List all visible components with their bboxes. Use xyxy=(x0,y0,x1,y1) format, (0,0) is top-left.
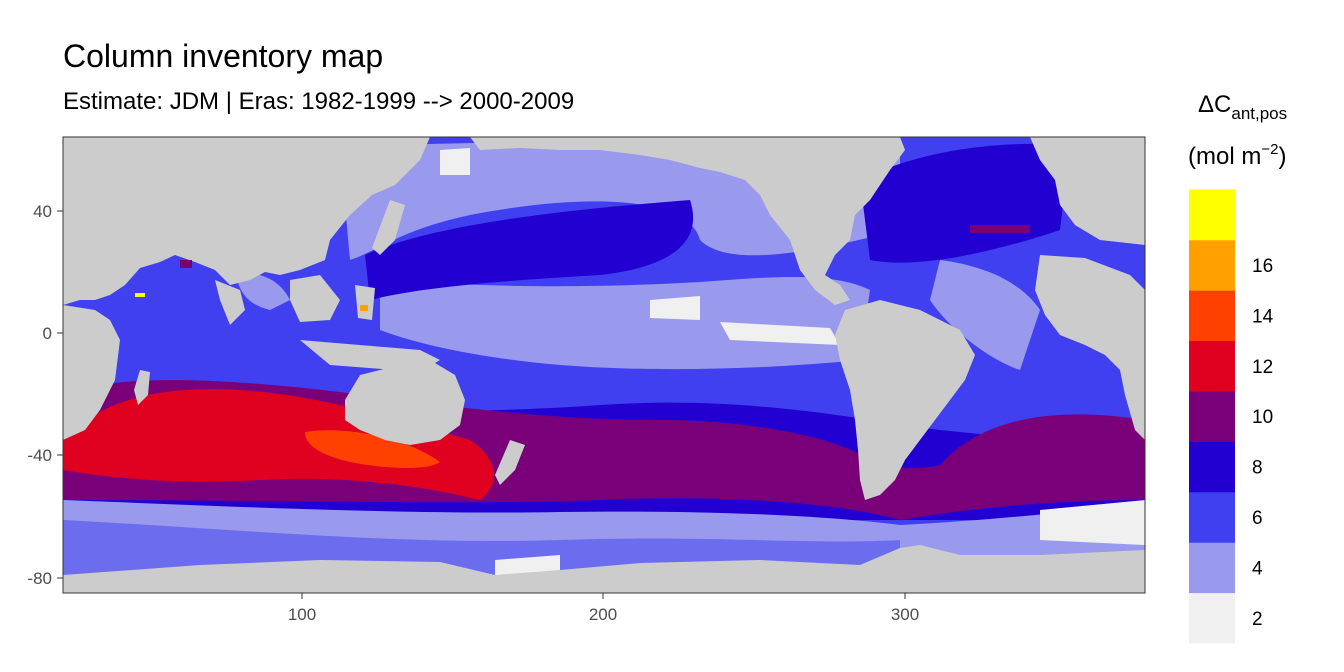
legend-title-sub: ant,pos xyxy=(1231,104,1287,123)
land-australia xyxy=(345,360,465,445)
land xyxy=(63,137,1145,593)
map-panel-border xyxy=(62,136,1146,594)
patch-weddell-white xyxy=(1040,500,1145,545)
y-tick-label: 0 xyxy=(43,324,52,343)
land-africa-east xyxy=(1035,255,1145,440)
legend-title-main: ΔC xyxy=(1198,91,1231,118)
patch-okhotsk-white xyxy=(440,148,470,175)
legend-label: 14 xyxy=(1252,306,1274,327)
land-new-zealand xyxy=(495,440,525,485)
hotspot-red-sea xyxy=(135,293,145,297)
legend-swatch xyxy=(1189,290,1235,342)
legend-unit-close: ) xyxy=(1278,143,1286,170)
land-indochina xyxy=(290,275,340,322)
map-subtitle: Estimate: JDM | Eras: 1982-1999 --> 2000… xyxy=(63,88,575,115)
y-tick-label: -80 xyxy=(27,569,52,588)
legend-label: 6 xyxy=(1252,508,1263,529)
y-axis: 40 0 -40 -80 xyxy=(27,202,63,588)
band-equatorial-pacific-light xyxy=(380,277,870,370)
legend-swatch xyxy=(1189,542,1235,594)
patch-equatorial-white xyxy=(720,322,840,345)
legend-title: ΔCant,pos xyxy=(1198,91,1287,123)
legend-swatch xyxy=(1189,239,1235,291)
legend-label: 10 xyxy=(1252,407,1273,428)
legend-label: 4 xyxy=(1252,558,1263,579)
legend-label: 16 xyxy=(1252,256,1273,277)
band-indian-14 xyxy=(305,430,440,468)
legend-label: 8 xyxy=(1252,458,1263,479)
map-panel xyxy=(63,137,1145,593)
x-tick-label: 200 xyxy=(589,605,617,624)
land-antarctica xyxy=(63,545,1145,593)
band-bay-light xyxy=(236,273,290,310)
patch-mediterranean xyxy=(970,225,1030,233)
legend-unit-exp: −2 xyxy=(1261,141,1278,158)
legend-swatch xyxy=(1189,441,1235,493)
patch-east-pacific-white xyxy=(650,296,700,320)
land-eurasia xyxy=(63,137,430,305)
land-madagascar xyxy=(134,370,150,405)
legend-swatch xyxy=(1189,340,1235,392)
legend-swatch xyxy=(1189,592,1235,644)
x-tick-label: 300 xyxy=(891,605,919,624)
land-india xyxy=(215,280,245,325)
band-kuroshio-8 xyxy=(365,200,694,300)
band-atlantic-light xyxy=(930,260,1040,370)
patch-persian-gulf xyxy=(180,260,192,268)
legend-label: 2 xyxy=(1252,609,1263,630)
map-title: Column inventory map xyxy=(63,38,384,74)
x-tick-label: 100 xyxy=(288,605,316,624)
legend-unit: (mol m−2) xyxy=(1188,141,1286,170)
land-indonesia xyxy=(300,340,440,372)
legend-swatch xyxy=(1189,491,1235,543)
legend: ΔCant,pos (mol m−2) 2 4 6 8 10 12 14 16 xyxy=(1188,91,1287,644)
land-europe xyxy=(1030,137,1145,245)
hotspot-sulu xyxy=(360,305,368,311)
legend-swatch xyxy=(1189,189,1235,241)
legend-colorbar: 2 4 6 8 10 12 14 16 xyxy=(1189,189,1274,644)
land-philippines xyxy=(355,285,375,320)
land-north-america xyxy=(470,137,905,305)
y-tick-label: -40 xyxy=(27,446,52,465)
x-axis: 100 200 300 xyxy=(288,593,919,624)
legend-swatch xyxy=(1189,391,1235,442)
patch-ross-white xyxy=(495,555,560,575)
legend-label: 12 xyxy=(1252,357,1273,378)
land-africa xyxy=(63,305,120,440)
y-tick-label: 40 xyxy=(33,202,52,221)
legend-unit-open: (mol m xyxy=(1188,143,1261,170)
land-south-america xyxy=(835,300,975,500)
land-japan xyxy=(372,200,405,255)
